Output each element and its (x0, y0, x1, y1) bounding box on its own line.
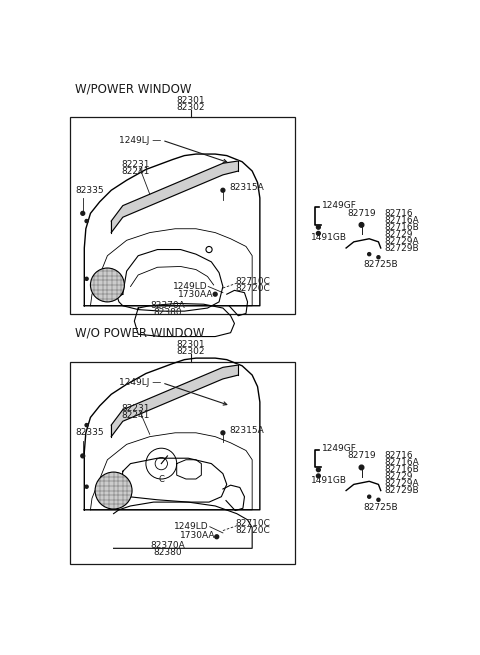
Text: 82315A: 82315A (229, 183, 264, 193)
Text: 82380: 82380 (153, 309, 182, 317)
Text: 82335: 82335 (75, 428, 104, 438)
Text: 82231: 82231 (121, 160, 150, 170)
Circle shape (359, 223, 364, 227)
Circle shape (85, 485, 88, 488)
Text: 82380: 82380 (153, 548, 182, 557)
Text: 82729A: 82729A (384, 479, 419, 488)
Circle shape (316, 468, 320, 472)
Text: 82716B: 82716B (384, 223, 420, 232)
Text: 82716A: 82716A (384, 458, 420, 467)
Text: 1491GB: 1491GB (312, 233, 348, 242)
Circle shape (316, 474, 320, 478)
Circle shape (85, 424, 88, 426)
Text: 1730AA: 1730AA (178, 290, 214, 299)
Text: 82729A: 82729A (384, 236, 419, 246)
Circle shape (377, 255, 380, 259)
Text: 82729: 82729 (384, 472, 413, 481)
Text: 82720C: 82720C (235, 284, 270, 293)
Circle shape (377, 498, 380, 501)
Circle shape (215, 535, 219, 538)
Text: 82301: 82301 (176, 340, 205, 348)
Text: 82729B: 82729B (384, 486, 419, 495)
Text: 82302: 82302 (176, 103, 205, 111)
Text: 82729: 82729 (384, 230, 413, 238)
Text: 1730AA: 1730AA (180, 531, 215, 540)
Circle shape (213, 292, 217, 296)
Circle shape (85, 277, 88, 280)
Text: 82716A: 82716A (384, 215, 420, 225)
Circle shape (81, 454, 84, 458)
Circle shape (81, 212, 84, 215)
Text: 1491GB: 1491GB (312, 476, 348, 485)
Text: 82710C: 82710C (235, 519, 270, 528)
Text: 82725B: 82725B (363, 503, 397, 512)
Circle shape (95, 472, 132, 509)
Text: 82729B: 82729B (384, 244, 419, 252)
Text: 1249LJ —: 1249LJ — (119, 378, 161, 387)
Text: 1249GF: 1249GF (322, 443, 356, 453)
Circle shape (221, 431, 225, 435)
Text: 82716: 82716 (384, 451, 413, 460)
Circle shape (221, 189, 225, 192)
Circle shape (90, 268, 124, 302)
Text: 82302: 82302 (176, 346, 205, 356)
Text: 82231: 82231 (121, 403, 150, 413)
Text: W/POWER WINDOW: W/POWER WINDOW (75, 83, 192, 96)
Text: 82719: 82719 (347, 451, 376, 460)
Text: 1249LD: 1249LD (174, 522, 209, 531)
Circle shape (368, 495, 371, 498)
Text: 82301: 82301 (176, 96, 205, 105)
Bar (71, 362, 295, 564)
Text: 82720C: 82720C (235, 526, 270, 535)
Circle shape (85, 219, 88, 223)
Text: 1249GF: 1249GF (322, 201, 356, 210)
Circle shape (368, 253, 371, 255)
Text: 82335: 82335 (75, 186, 104, 195)
Text: 82370A: 82370A (150, 301, 185, 310)
Text: 82710C: 82710C (235, 277, 270, 286)
Circle shape (316, 225, 320, 229)
Text: 82725B: 82725B (363, 261, 397, 269)
Text: 82315A: 82315A (229, 426, 264, 435)
Text: 82370A: 82370A (150, 542, 185, 550)
Text: W/O POWER WINDOW: W/O POWER WINDOW (75, 326, 204, 339)
Text: 82716: 82716 (384, 209, 413, 218)
Text: 1249LD: 1249LD (173, 282, 207, 291)
Text: 82241: 82241 (121, 167, 150, 176)
Text: C: C (158, 474, 164, 483)
Text: 82241: 82241 (121, 411, 150, 420)
Polygon shape (111, 365, 238, 437)
Text: 1249LJ —: 1249LJ — (119, 136, 161, 145)
Circle shape (316, 231, 320, 235)
Text: 82719: 82719 (347, 209, 376, 218)
Bar (71, 117, 295, 314)
Polygon shape (111, 161, 238, 233)
Circle shape (359, 465, 364, 470)
Text: 82716B: 82716B (384, 465, 420, 474)
